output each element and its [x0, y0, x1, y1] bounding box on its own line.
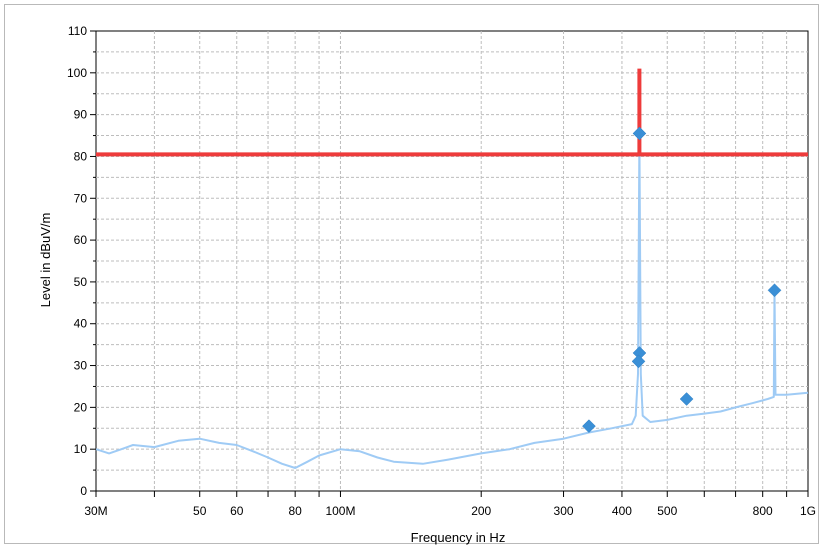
trace-layer	[95, 134, 809, 469]
x-tick-label: 800	[753, 504, 773, 518]
y-tick-label: 80	[74, 149, 88, 163]
x-tick-label: 30M	[84, 504, 107, 518]
y-tick-label: 10	[74, 442, 88, 456]
y-tick-label: 70	[74, 191, 88, 205]
x-tick-label: 300	[554, 504, 574, 518]
data-point-marker	[582, 419, 596, 434]
limit-layer	[96, 68, 808, 157]
axis-layer: 0 10 20 30 40 50 60 70 80 90 100 110 30M 50 60 80 100M 20…	[67, 24, 816, 518]
y-tick-label: 30	[74, 359, 88, 373]
x-tick-label: 1G	[800, 504, 816, 518]
x-tick-label: 200	[471, 504, 491, 518]
series-line	[95, 134, 809, 469]
x-tick-label: 50	[193, 504, 207, 518]
x-tick-label: 400	[612, 504, 632, 518]
x-tick-label: 100M	[325, 504, 355, 518]
data-point-marker	[767, 283, 782, 298]
y-tick-label: 50	[74, 275, 88, 289]
x-tick-label: 60	[230, 504, 244, 518]
y-tick-label: 20	[74, 400, 88, 414]
y-tick-label: 0	[80, 484, 87, 498]
y-tick-label: 100	[67, 66, 87, 80]
marker-layer	[582, 126, 782, 434]
data-point-marker	[679, 392, 694, 406]
x-axis-label: Frequency in Hz	[411, 530, 506, 545]
data-point-marker	[631, 354, 646, 369]
y-tick-label: 110	[68, 24, 87, 38]
y-tick-label: 60	[74, 233, 88, 247]
y-tick-label: 40	[74, 317, 88, 331]
x-tick-label: 80	[288, 504, 302, 518]
grid	[96, 31, 808, 491]
x-tick-label: 500	[657, 504, 677, 518]
y-tick-label: 90	[74, 108, 88, 122]
y-axis-label: Level in dBuV/m	[38, 213, 53, 308]
data-point-marker	[632, 126, 647, 141]
limit-line	[96, 68, 808, 157]
